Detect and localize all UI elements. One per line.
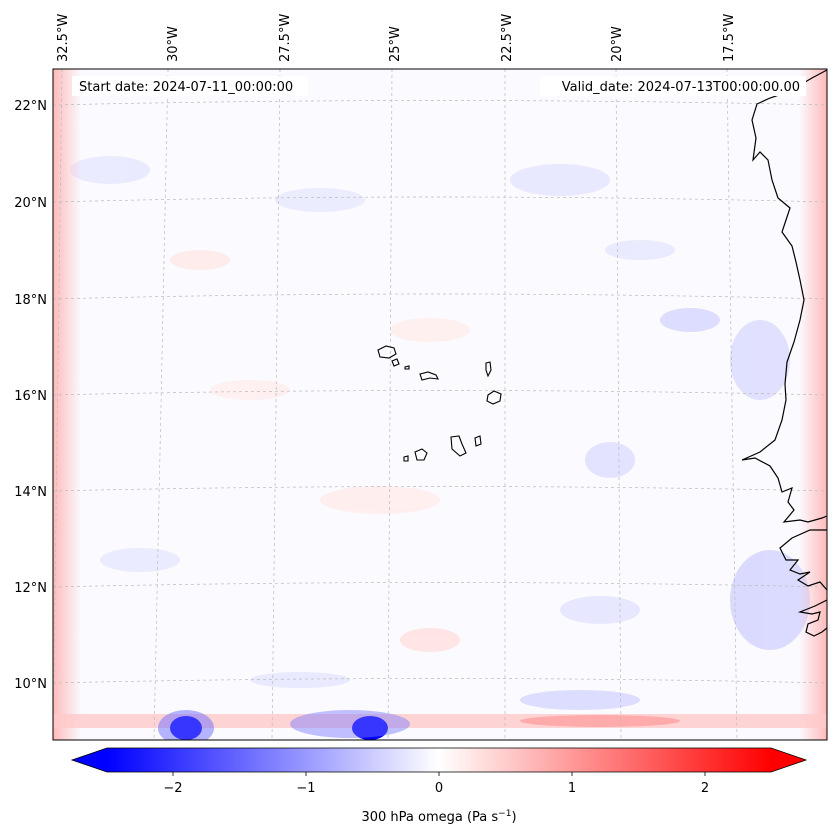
meridian-17-5W	[726, 69, 738, 740]
edge-band-right	[799, 69, 827, 740]
longitude-labels: 32.5°W 30°W 27.5°W 25°W 22.5°W 20°W 17.5…	[56, 14, 737, 62]
valid-date-label: Valid_date: 2024-07-13T00:00:00.00	[562, 80, 800, 95]
valid-date-box	[540, 76, 806, 96]
gambia-senegal-coast	[779, 529, 827, 591]
meridian-27-5W	[271, 69, 281, 740]
edge-band-left	[53, 69, 81, 740]
colorbar-extend-min	[72, 748, 107, 772]
cb-ticklabel-0: 0	[435, 781, 443, 796]
african-coastline	[741, 69, 827, 523]
lon-label-22-5W: 22.5°W	[500, 14, 515, 62]
cb-ticklabel-1: 1	[568, 781, 576, 796]
island-fogo	[414, 448, 428, 461]
island-sal	[485, 361, 492, 378]
meridian-30W	[153, 69, 169, 740]
lon-label-25W: 25°W	[388, 26, 403, 62]
lon-label-27-5W: 27.5°W	[278, 14, 293, 62]
map-panel	[53, 69, 827, 740]
island-santiago	[450, 435, 467, 457]
cb-ticklabel-2: 2	[701, 781, 709, 796]
colorbar-gradient	[107, 748, 771, 772]
colorbar-label: 300 hPa omega (Pa s−1)	[361, 809, 516, 825]
lat-label-10N: 10°N	[14, 677, 47, 692]
island-boa-vista	[486, 390, 502, 405]
lon-label-20W: 20°W	[610, 26, 625, 62]
lat-label-16N: 16°N	[14, 389, 47, 404]
island-brava	[403, 455, 409, 462]
lon-label-17-5W: 17.5°W	[722, 14, 737, 62]
cb-ticklabel-m2: −2	[163, 781, 182, 796]
parallel-12N	[53, 582, 827, 588]
bottom-red-core	[520, 715, 680, 727]
island-sao-nicolau	[419, 371, 439, 381]
colorbar-label-exponent: −1	[498, 809, 511, 819]
colorbar-extend-max	[771, 748, 806, 772]
field-background	[53, 69, 827, 740]
parallel-18N	[53, 293, 827, 300]
lat-label-12N: 12°N	[14, 581, 47, 596]
omega-field	[70, 156, 810, 710]
blue-blob-central	[352, 716, 388, 740]
start-date-box	[72, 76, 308, 96]
colorbar-label-main: 300 hPa omega (Pa s	[361, 810, 498, 825]
latitude-labels: 22°N 20°N 18°N 16°N 14°N 12°N 10°N	[14, 99, 47, 692]
island-maio	[474, 435, 482, 447]
meridian-20W	[615, 69, 622, 740]
lat-label-14N: 14°N	[14, 485, 47, 500]
colorbar-label-close: )	[511, 810, 516, 825]
island-santo-antao	[377, 345, 397, 359]
colorbar-outline	[70, 747, 808, 773]
start-date-label: Start date: 2024-07-11_00:00:00	[79, 80, 293, 95]
island-santa-luzia	[404, 365, 410, 370]
lon-label-32-5W: 32.5°W	[56, 14, 71, 62]
meridian-25W	[387, 69, 393, 740]
lat-label-22N: 22°N	[14, 99, 47, 114]
lon-label-30W: 30°W	[166, 26, 181, 62]
graticule	[53, 69, 827, 740]
lat-label-18N: 18°N	[14, 293, 47, 308]
parallel-22N	[53, 100, 827, 106]
blue-blob-central-halo	[290, 710, 410, 738]
meridian-32-5W	[53, 69, 63, 740]
lat-label-20N: 20°N	[14, 196, 47, 211]
parallel-16N	[53, 390, 827, 396]
guinea-bissau-coast	[797, 599, 827, 637]
parallel-14N	[53, 486, 827, 492]
cape-verde-islands	[377, 345, 502, 462]
colorbar-ticks	[172, 772, 706, 776]
blue-blob-west-halo	[158, 710, 214, 740]
parallel-10N	[53, 678, 827, 684]
parallel-20N	[53, 196, 827, 203]
cb-ticklabel-m1: −1	[296, 781, 315, 796]
colorbar: −2 −1 0 1 2 300 hPa omega (Pa s−1)	[70, 747, 808, 825]
island-sao-vicente	[391, 358, 400, 367]
map-frame	[52, 68, 828, 741]
